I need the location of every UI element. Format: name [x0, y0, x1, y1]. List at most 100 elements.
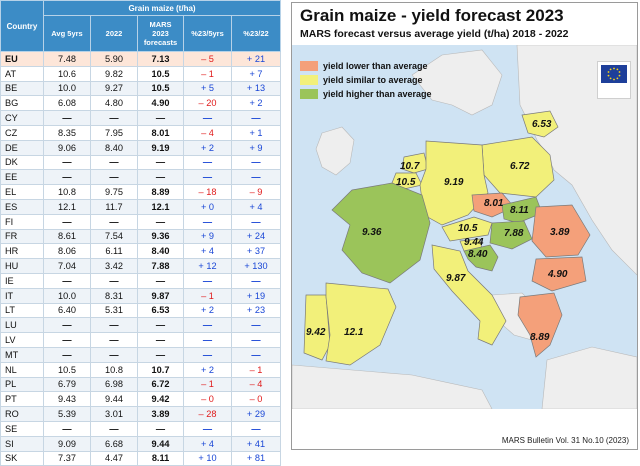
cell-forecast-2023: —	[137, 213, 184, 230]
eu-flag-icon	[601, 65, 627, 83]
cell-pct-5yrs: + 10	[183, 450, 232, 466]
cell-forecast-2023: 6.72	[137, 376, 184, 393]
legend-swatch-lower	[300, 61, 318, 71]
cell-pct-5yrs: + 2	[183, 302, 232, 319]
cell-pct-22: – 1	[231, 361, 281, 378]
cell-country: LT	[0, 302, 44, 319]
map-value-NL: 10.7	[400, 161, 420, 172]
cell-2022: —	[90, 213, 138, 230]
cell-pct-22: —	[231, 272, 281, 289]
cell-pct-5yrs: + 9	[183, 228, 232, 245]
cell-pct-22: + 19	[231, 287, 281, 304]
cell-forecast-2023: 12.1	[137, 198, 184, 215]
table-row: DE 9.06 8.40 9.19 + 2 + 9	[0, 139, 281, 156]
cell-pct-22: + 29	[231, 406, 281, 422]
cell-2022: 6.68	[90, 435, 138, 452]
cell-avg-5yrs: 9.43	[43, 391, 91, 408]
cell-pct-5yrs: + 4	[183, 243, 232, 260]
cell-avg-5yrs: —	[43, 317, 91, 334]
country-RO	[531, 204, 591, 258]
cell-avg-5yrs: 7.48	[43, 51, 91, 67]
cell-country: MT	[0, 346, 44, 363]
cell-country: PT	[0, 391, 44, 408]
cell-country: DE	[0, 139, 44, 156]
region-turkey-africa	[541, 346, 637, 409]
map-footer: MARS Bulletin Vol. 31 No.10 (2023)	[501, 436, 629, 445]
cell-pct-5yrs: – 18	[183, 184, 232, 200]
cell-pct-22: —	[231, 332, 281, 348]
cell-forecast-2023: 9.19	[137, 139, 184, 156]
cell-2022: 8.31	[90, 287, 138, 304]
table-row: PT 9.43 9.44 9.42– 0– 0	[0, 391, 281, 408]
country-AT	[441, 216, 493, 242]
cell-2022: 4.47	[90, 450, 138, 466]
cell-avg-5yrs: 9.06	[43, 139, 91, 156]
map-value-ES: 12.1	[344, 327, 364, 338]
cell-country: LV	[0, 332, 44, 348]
cell-country: LU	[0, 317, 44, 334]
cell-avg-5yrs: —	[43, 169, 91, 186]
country-DE	[419, 140, 489, 226]
cell-avg-5yrs: 6.40	[43, 302, 91, 319]
cell-avg-5yrs: 5.39	[43, 406, 91, 422]
cell-avg-5yrs: —	[43, 213, 91, 230]
map-value-DE: 9.19	[444, 177, 464, 188]
cell-pct-5yrs: + 0	[183, 198, 232, 215]
map-value-BG: 4.90	[547, 269, 568, 280]
cell-avg-5yrs: 8.35	[43, 124, 91, 141]
cell-2022: —	[90, 272, 138, 289]
legend-swatch-similar	[300, 75, 318, 85]
header-2022: 2022	[90, 15, 138, 52]
cell-2022: 5.31	[90, 302, 138, 319]
cell-forecast-2023: 3.89	[137, 406, 184, 422]
cell-forecast-2023: 9.42	[137, 391, 184, 408]
map-value-PL: 6.72	[510, 161, 530, 172]
cell-pct-22: + 24	[231, 228, 281, 245]
map-subtitle: MARS forecast versus average yield (t/ha…	[300, 28, 569, 40]
header-country: Country	[0, 0, 44, 52]
table-row: LV — — — — —	[0, 332, 281, 348]
cell-pct-22: —	[231, 169, 281, 186]
country-PT	[303, 294, 331, 361]
cell-pct-22: + 7	[231, 65, 281, 82]
cell-forecast-2023: —	[137, 169, 184, 186]
region-scandinavia	[411, 49, 503, 116]
cell-pct-22: – 4	[231, 376, 281, 393]
cell-country: CZ	[0, 124, 44, 141]
map-value-HR: 8.40	[468, 249, 488, 260]
cell-forecast-2023: 7.88	[137, 258, 184, 274]
cell-country: BE	[0, 80, 44, 97]
cell-pct-22: —	[231, 154, 281, 171]
cell-forecast-2023: 9.87	[137, 287, 184, 304]
cell-pct-5yrs: – 1	[183, 376, 232, 393]
cell-forecast-2023: 10.7	[137, 361, 184, 378]
cell-pct-5yrs: – 28	[183, 406, 232, 422]
cell-2022: —	[90, 169, 138, 186]
map-value-PT: 9.42	[306, 327, 326, 338]
map-panel: Grain maize - yield forecast 2023 MARS f…	[291, 2, 638, 450]
legend-swatch-higher	[300, 89, 318, 99]
cell-avg-5yrs: 8.06	[43, 243, 91, 260]
cell-avg-5yrs: —	[43, 346, 91, 363]
table-row: SE — — — — —	[0, 420, 281, 437]
country-EL	[517, 292, 563, 358]
cell-forecast-2023: 9.44	[137, 435, 184, 452]
cell-pct-5yrs: + 5	[183, 80, 232, 97]
table-row: CY — — — — —	[0, 110, 281, 126]
yield-table-panel: Country Grain maize (t/ha) Avg 5yrs 2022…	[0, 0, 281, 466]
cell-pct-22: + 41	[231, 435, 281, 452]
cell-forecast-2023: —	[137, 332, 184, 348]
country-HU	[489, 220, 533, 250]
cell-pct-5yrs: —	[183, 332, 232, 348]
cell-pct-22: – 0	[231, 391, 281, 408]
cell-avg-5yrs: 6.79	[43, 376, 91, 393]
cell-avg-5yrs: 6.08	[43, 95, 91, 112]
cell-forecast-2023: 7.13	[137, 51, 184, 67]
map-legend: yield lower than average yield similar t…	[300, 59, 432, 101]
table-row: BE 10.0 9.27 10.5 + 5 + 13	[0, 80, 281, 97]
cell-forecast-2023: —	[137, 420, 184, 437]
cell-avg-5yrs: —	[43, 420, 91, 437]
country-BE	[391, 172, 423, 190]
cell-avg-5yrs: 10.8	[43, 184, 91, 200]
cell-pct-5yrs: – 1	[183, 287, 232, 304]
